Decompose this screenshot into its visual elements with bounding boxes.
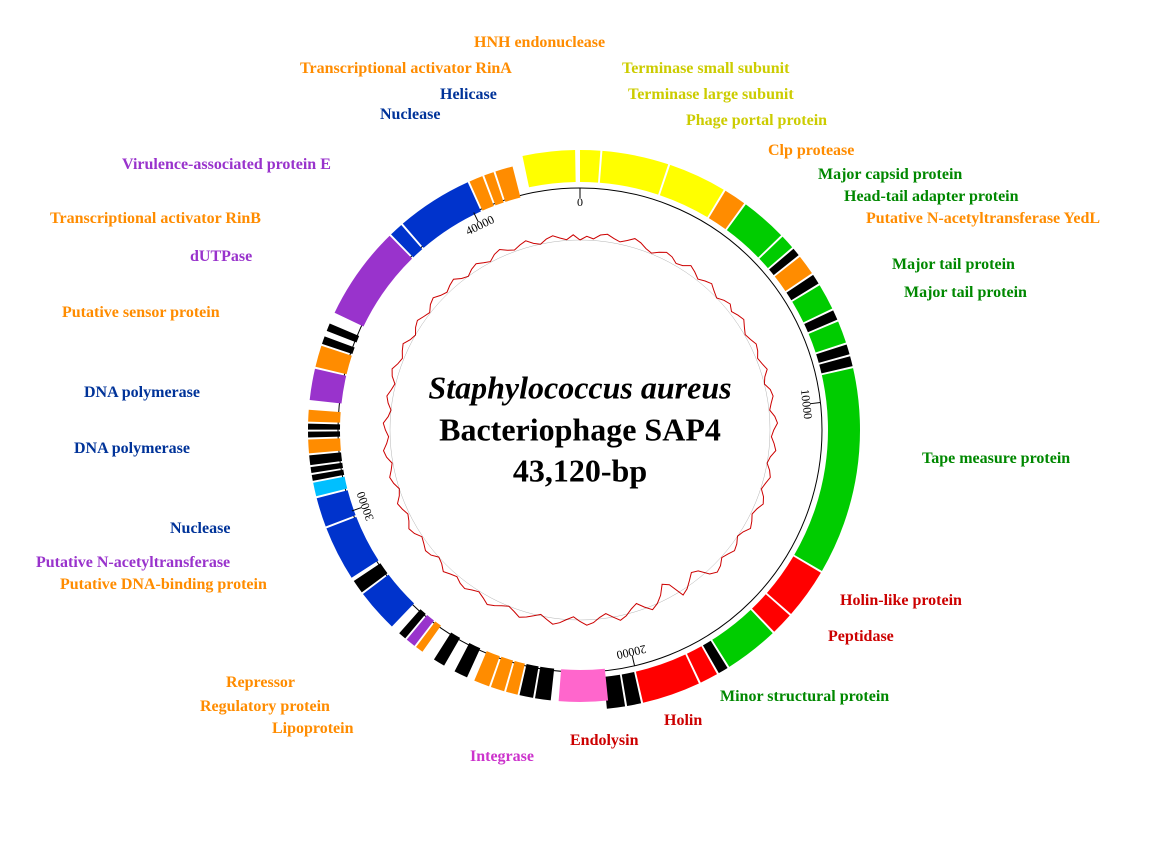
gene-label: Nuclease (380, 106, 440, 124)
gene-label: HNH endonuclease (474, 34, 605, 52)
gene-segment (308, 438, 341, 453)
gene-label: Putative sensor protein (62, 304, 220, 322)
gene-segment (559, 669, 608, 702)
gene-label: DNA polymerase (74, 440, 190, 458)
gene-label: DNA polymerase (84, 384, 200, 402)
gene-segment (308, 410, 341, 423)
gene-segment (434, 632, 460, 665)
gene-segment (660, 165, 724, 217)
gene-label: Nuclease (170, 520, 230, 538)
gene-label: Major tail protein (904, 284, 1027, 302)
gene-segment (522, 150, 575, 187)
gene-label: Helicase (440, 86, 497, 104)
gene-segment (535, 667, 554, 701)
gene-segment (580, 150, 600, 183)
gene-label: Holin-like protein (840, 592, 962, 610)
gene-label: Clp protease (768, 142, 854, 160)
gene-label: Tape measure protein (922, 450, 1070, 468)
gene-segment (335, 236, 412, 327)
gene-label: Transcriptional activator RinB (50, 210, 261, 228)
gene-segment (636, 655, 699, 703)
gene-label: Major capsid protein (818, 166, 962, 184)
scale-label: 30000 (354, 490, 377, 523)
gene-label: Putative DNA-binding protein (60, 576, 267, 594)
gene-segment (309, 452, 342, 465)
gene-label: Integrase (470, 748, 534, 766)
center-title: Staphylococcus aureus Bacteriophage SAP4… (428, 368, 731, 493)
scale-label: 10000 (798, 388, 815, 419)
gene-label: Regulatory protein (200, 698, 330, 716)
gene-label: Putative N-acetyltransferase (36, 554, 230, 572)
gene-label: Lipoprotein (272, 720, 354, 738)
genome-size: 43,120-bp (428, 451, 731, 493)
species-name: Staphylococcus aureus (428, 368, 731, 410)
scale-label: 0 (577, 195, 583, 209)
gene-segment (308, 424, 340, 430)
gene-label: Terminase large subunit (628, 86, 794, 104)
gene-label: Putative N-acetyltransferase YedL (866, 210, 1100, 228)
gene-segment (308, 431, 340, 437)
gene-label: Phage portal protein (686, 112, 827, 130)
gene-segment (455, 643, 481, 677)
gene-label: Transcriptional activator RinA (300, 60, 512, 78)
gene-label: dUTPase (190, 248, 252, 266)
gene-label: Holin (664, 712, 702, 730)
scale-label: 20000 (615, 642, 647, 662)
gene-label: Head-tail adapter protein (844, 188, 1019, 206)
gene-segment (310, 369, 347, 404)
phage-name: Bacteriophage SAP4 (428, 409, 731, 451)
gene-label: Terminase small subunit (622, 60, 789, 78)
gene-label: Repressor (226, 674, 295, 692)
gene-label: Major tail protein (892, 256, 1015, 274)
gene-label: Virulence-associated protein E (122, 156, 331, 174)
gene-label: Minor structural protein (720, 688, 889, 706)
gene-label: Peptidase (828, 628, 894, 646)
gene-label: Endolysin (570, 732, 638, 750)
gene-segment (326, 517, 378, 578)
gene-segment (600, 151, 668, 195)
